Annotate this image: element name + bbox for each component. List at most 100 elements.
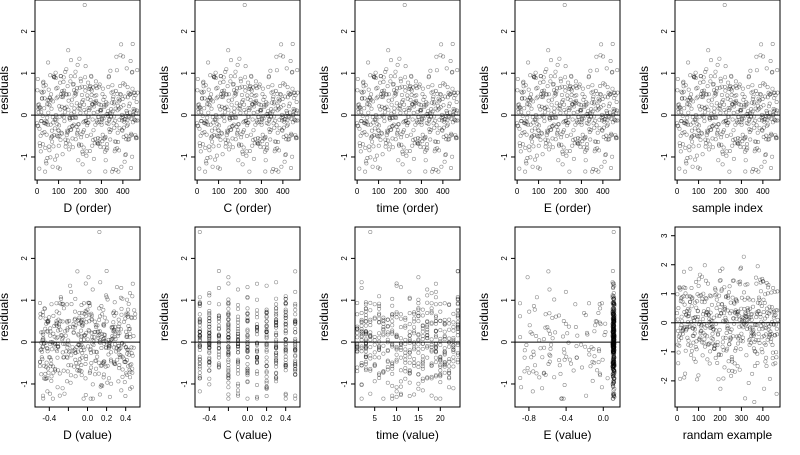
data-point [723,119,728,124]
data-point [772,118,777,123]
data-point [378,107,383,112]
data-point [596,99,601,104]
data-point [381,319,386,324]
data-point [366,87,371,92]
data-point [742,104,747,109]
data-point [197,329,202,334]
data-point [438,358,443,363]
data-point [43,119,48,124]
data-point [211,75,216,80]
data-point [355,312,360,317]
data-point [58,319,63,324]
data-point [547,147,552,152]
data-point [103,135,108,140]
data-point [274,317,279,322]
data-point [407,337,412,342]
data-point [373,70,378,75]
data-point [247,149,252,154]
data-point [574,355,579,360]
data-point [293,289,298,294]
data-point [730,295,735,300]
data-point [433,355,438,360]
data-point [394,89,399,94]
data-point [742,149,747,154]
data-point [423,136,428,141]
data-point [391,115,396,120]
data-point [528,122,533,127]
data-point [556,122,561,127]
data-point [38,144,43,149]
data-point [207,315,212,320]
data-point [63,137,68,142]
data-point [101,372,106,377]
data-point [96,333,101,338]
data-point [415,136,420,141]
data-point [769,131,774,136]
data-point [694,347,699,352]
data-point [760,350,765,355]
data-point [283,316,288,321]
data-point [682,302,687,307]
data-point [607,92,612,97]
data-point [704,67,709,72]
data-point [199,119,204,124]
data-point [444,66,449,71]
data-point [255,359,260,364]
data-point [107,376,112,381]
data-point [614,108,619,113]
data-point [391,82,396,87]
data-point [539,94,544,99]
data-point [447,359,452,364]
data-point [124,108,129,113]
data-point [113,337,118,342]
data-point [552,110,557,115]
data-point [435,91,440,96]
data-point [752,100,757,105]
data-point [769,132,774,137]
data-point [255,369,260,374]
data-point [683,371,688,376]
data-point [596,96,601,101]
data-point [416,297,421,302]
data-point [245,315,250,320]
data-point [228,74,233,79]
data-point [728,84,733,89]
data-point [262,103,267,108]
data-point [114,54,119,59]
data-point [394,124,399,129]
data-point [536,134,541,139]
data-point [550,124,555,129]
data-point [611,107,616,112]
data-point [79,142,84,147]
x-tick-label: 100 [532,187,546,196]
data-point [373,76,378,81]
data-point [412,93,417,98]
data-point [389,116,394,121]
data-point [520,96,525,101]
data-point [757,297,762,302]
data-point [217,104,222,109]
data-point [375,85,380,90]
data-point [216,302,221,307]
data-point [78,103,83,108]
data-point [42,376,47,381]
data-point [117,98,122,103]
data-point [64,104,69,109]
data-point [67,147,72,152]
data-point [546,269,551,274]
data-point [44,364,49,369]
data-point [680,113,685,118]
data-point [723,64,728,69]
data-point [443,153,448,158]
data-point [591,94,596,99]
data-point [691,73,696,78]
data-point [522,348,527,353]
data-point [517,105,522,110]
data-point [56,134,61,139]
data-point [245,366,250,371]
data-point [54,301,59,306]
data-point [601,103,606,108]
y-tick-label: 2 [660,262,669,267]
data-point [412,104,417,109]
